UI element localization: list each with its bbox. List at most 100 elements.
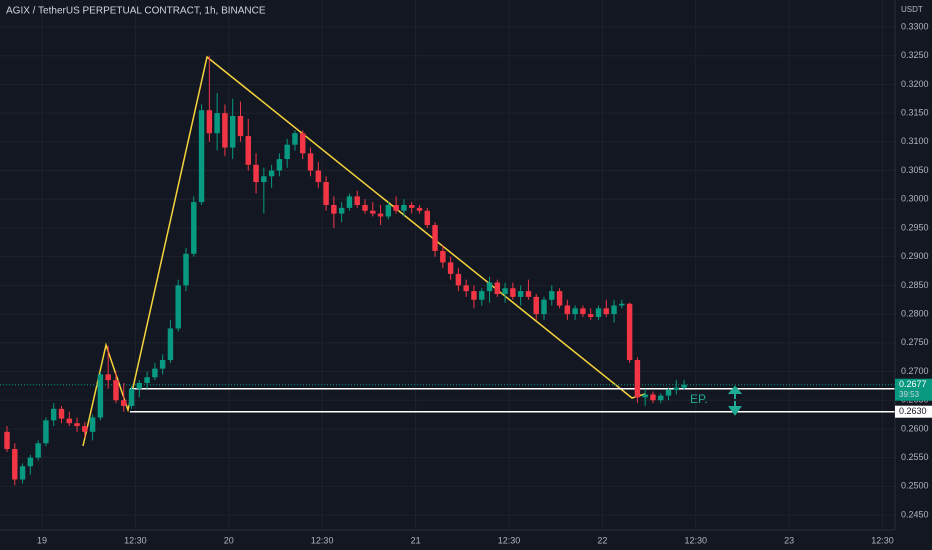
y-tick-label: 0.3050 xyxy=(901,165,929,175)
level-tag xyxy=(895,405,932,418)
grid xyxy=(0,0,895,530)
candle-body xyxy=(440,250,446,263)
candle-body xyxy=(19,466,26,480)
y-tick-label: 0.2600 xyxy=(901,423,929,433)
candles xyxy=(4,55,687,486)
candle-body xyxy=(253,164,259,183)
y-tick-label: 0.3150 xyxy=(901,107,929,117)
candle-body xyxy=(245,136,251,165)
candle-body xyxy=(673,387,680,390)
trend-drawing xyxy=(82,55,646,447)
candle-body xyxy=(346,196,353,208)
candle-body xyxy=(479,291,485,300)
candle-body xyxy=(300,133,306,154)
candle-body xyxy=(128,388,135,406)
candle-body xyxy=(191,202,197,254)
candle-body xyxy=(35,443,41,458)
candle-body xyxy=(525,291,532,297)
candle-body xyxy=(323,182,329,205)
candle-body xyxy=(206,110,213,134)
candle-body xyxy=(113,380,119,401)
y-tick-label: 0.2550 xyxy=(901,452,929,462)
candle-body xyxy=(276,159,283,171)
candle-body xyxy=(58,408,65,419)
y-tick-label: 0.2450 xyxy=(901,509,929,519)
candle-body xyxy=(82,426,88,432)
x-tick-label: 12:30 xyxy=(498,535,521,545)
candle-body xyxy=(549,291,555,300)
candle-body xyxy=(447,262,454,274)
candle-body xyxy=(268,170,275,177)
candle-body xyxy=(74,423,80,427)
candle-body xyxy=(105,374,111,381)
y-tick-label: 0.2950 xyxy=(901,222,929,232)
candle-body xyxy=(331,204,337,214)
candle-body xyxy=(642,394,648,398)
annotation: EP. xyxy=(690,392,708,406)
y-tick-label: 0.2700 xyxy=(901,366,929,376)
candle-body xyxy=(152,368,158,378)
candle-body xyxy=(432,225,438,251)
chart-title: AGIX / TetherUS PERPETUAL CONTRACT, 1h, … xyxy=(6,6,266,17)
y-tick-label: 0.2500 xyxy=(901,481,929,491)
x-tick-label: 20 xyxy=(224,535,234,545)
y-tick-label: 0.2850 xyxy=(901,280,929,290)
x-tick-label: 12:30 xyxy=(124,535,147,545)
candle-body xyxy=(424,210,430,226)
candle-body xyxy=(338,207,345,214)
candle-body xyxy=(650,394,656,401)
candle-body xyxy=(43,420,49,444)
candle-body xyxy=(385,204,392,217)
candle-body xyxy=(50,408,57,421)
candle-body xyxy=(634,360,641,398)
candle-body xyxy=(370,210,376,214)
candle-body xyxy=(533,296,539,315)
x-tick-label: 21 xyxy=(411,535,421,545)
candle-body xyxy=(144,377,150,384)
candle-body xyxy=(580,308,586,315)
candle-body xyxy=(517,291,524,297)
axis: 0.24500.25000.25500.26000.26500.27000.27… xyxy=(37,21,932,545)
x-tick-label: 23 xyxy=(784,535,794,545)
candle-body xyxy=(455,273,462,286)
candle-body xyxy=(284,144,290,160)
candle-body xyxy=(510,288,516,297)
price-tag-label: 0.2677 xyxy=(899,379,927,389)
candle-body xyxy=(401,204,407,211)
level-tag-label: 0.2630 xyxy=(899,406,927,416)
unit-label: USDT xyxy=(901,5,923,14)
candle-body xyxy=(572,308,578,315)
y-tick-label: 0.3300 xyxy=(901,21,929,31)
candle-body xyxy=(159,360,166,369)
price-tag xyxy=(895,378,932,401)
x-tick-label: 12:30 xyxy=(684,535,707,545)
candle-body xyxy=(97,374,104,418)
candle-body xyxy=(66,418,72,424)
candle-body xyxy=(222,113,228,148)
candle-body xyxy=(603,308,609,315)
candle-body xyxy=(471,291,477,300)
x-tick-label: 12:30 xyxy=(311,535,334,545)
candle-body xyxy=(292,133,298,145)
countdown: 39:53 xyxy=(899,390,920,399)
candle-body xyxy=(564,305,571,315)
candle-body xyxy=(658,395,664,401)
candle-body xyxy=(307,153,314,171)
candle-body xyxy=(315,170,322,183)
x-tick-label: 12:30 xyxy=(871,535,894,545)
candle-body xyxy=(237,115,244,137)
candle-body xyxy=(121,400,127,406)
candle-body xyxy=(486,282,493,292)
y-tick-label: 0.2900 xyxy=(901,251,929,261)
candle-body xyxy=(541,299,547,315)
candle-body xyxy=(393,204,399,211)
candle-body xyxy=(595,308,602,317)
candle-body xyxy=(136,383,143,389)
candle-body xyxy=(214,113,220,134)
y-tick-label: 0.3000 xyxy=(901,194,929,204)
candle-body xyxy=(175,285,181,329)
levels xyxy=(0,384,895,413)
x-tick-label: 19 xyxy=(37,535,47,545)
y-tick-label: 0.2750 xyxy=(901,337,929,347)
